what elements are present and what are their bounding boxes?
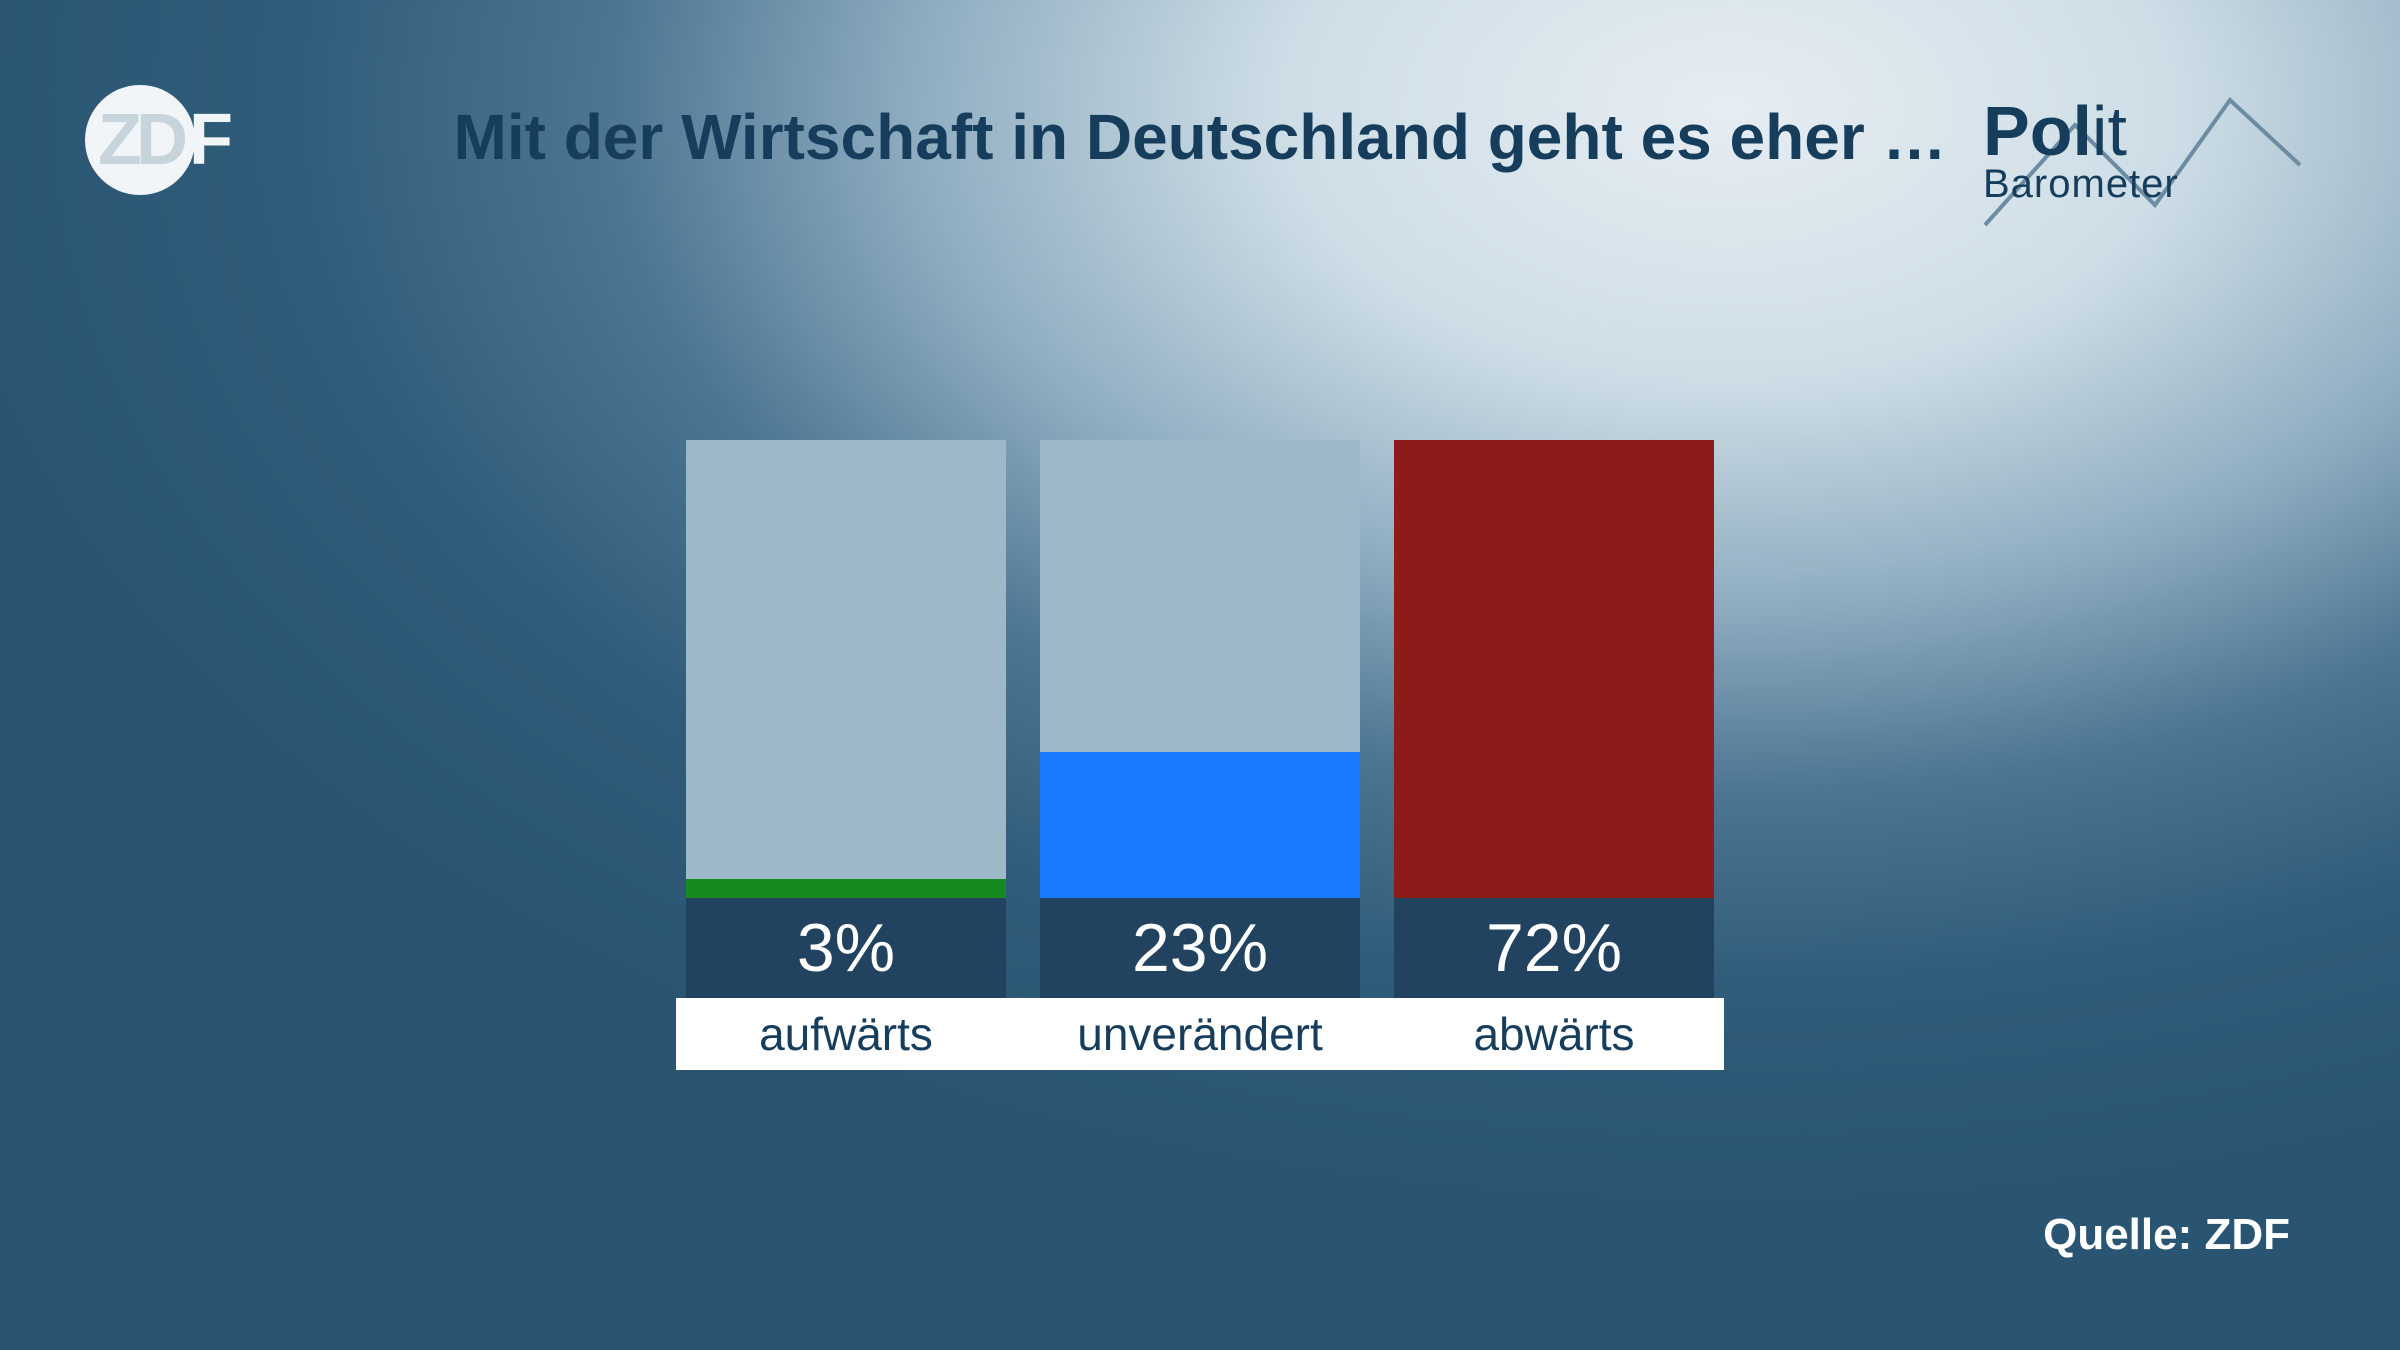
bar-fill <box>686 879 1006 898</box>
bar-fill <box>1394 440 1714 898</box>
bar-column: 72% <box>1394 440 1714 998</box>
label-strip: aufwärts unverändert abwärts <box>686 998 1714 1070</box>
bar-track <box>686 440 1006 898</box>
stage: ZD F Mit der Wirtschaft in Deutschland g… <box>0 0 2400 1350</box>
bar-column: 3% <box>686 440 1006 998</box>
source-text: Quelle: ZDF <box>2043 1210 2290 1260</box>
bar-label: abwärts <box>1394 998 1714 1070</box>
bar-value: 23% <box>1040 898 1360 998</box>
bar-fill <box>1040 752 1360 898</box>
bar-value: 3% <box>686 898 1006 998</box>
bar-value: 72% <box>1394 898 1714 998</box>
bar-column: 23% <box>1040 440 1360 998</box>
bar-label: aufwärts <box>686 998 1006 1070</box>
politbarometer-logo: Polit Barometer <box>1965 70 2305 240</box>
polit-strong: Pol <box>1983 92 2092 170</box>
bar-track <box>1394 440 1714 898</box>
polit-sub: Barometer <box>1983 165 2179 203</box>
polit-thin: it <box>2092 92 2127 170</box>
bar-label: unverändert <box>1040 998 1360 1070</box>
politbarometer-text: Polit Barometer <box>1983 98 2179 203</box>
bar-track <box>1040 440 1360 898</box>
bar-chart: 3% 23% 72% <box>686 440 1714 998</box>
